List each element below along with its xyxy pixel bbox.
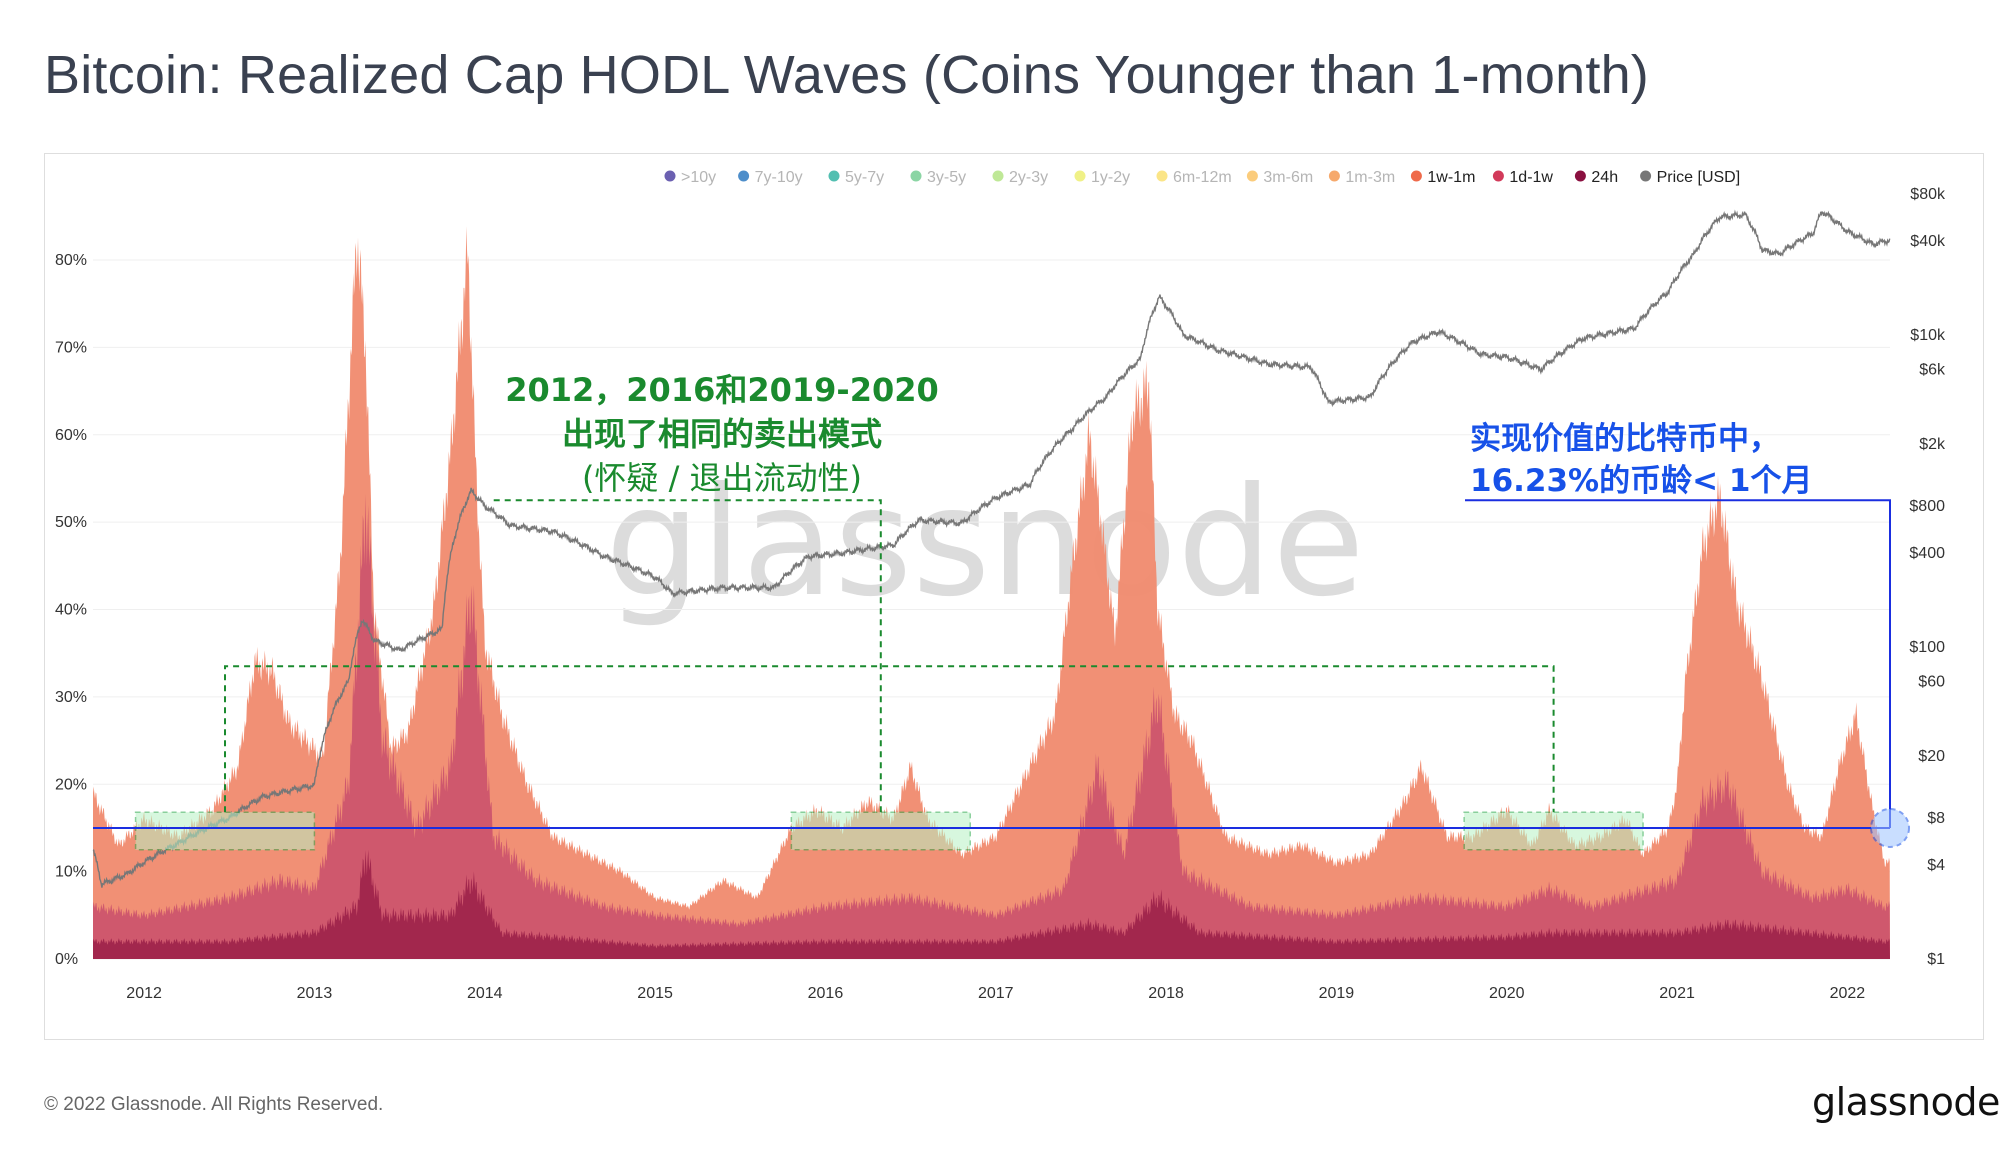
x-tick: 2013: [297, 985, 333, 1002]
y-tick-left: 10%: [55, 864, 87, 881]
y-tick-left: 70%: [55, 339, 87, 356]
legend-swatch: [1410, 170, 1422, 182]
y-tick-right: $40k: [1910, 233, 1946, 250]
legend-label: 6m-12m: [1173, 169, 1232, 186]
legend-item-3m6m[interactable]: 3m-6m: [1246, 169, 1313, 186]
legend-swatch: [828, 170, 840, 182]
legend-item-priceusd[interactable]: Price [USD]: [1640, 169, 1740, 186]
legend-swatch: [1074, 170, 1086, 182]
y-tick-left: 30%: [55, 689, 87, 706]
legend-label: Price [USD]: [1657, 169, 1741, 186]
annotation-line-2: 出现了相同的卖出模式: [561, 415, 882, 453]
y-tick-right: $4: [1927, 857, 1945, 874]
x-tick: 2016: [808, 985, 844, 1002]
legend-item-1w1m[interactable]: 1w-1m: [1410, 169, 1476, 186]
y-tick-right: $60: [1918, 674, 1945, 691]
legend-label: 2y-3y: [1009, 169, 1048, 186]
y-tick-right: $1: [1927, 951, 1945, 968]
y-tick-right: $800: [1909, 498, 1945, 515]
x-tick: 2014: [467, 985, 503, 1002]
price-line: [92, 209, 1891, 888]
legend-item-7y10y[interactable]: 7y-10y: [738, 169, 803, 186]
current-value-marker: [1870, 807, 1910, 848]
sell-pattern-box: [790, 811, 971, 851]
y-tick-right: $100: [1909, 639, 1945, 656]
sell-pattern-box: [1463, 811, 1644, 851]
legend-item-10y[interactable]: >10y: [664, 169, 717, 186]
legend-swatch: [1492, 170, 1504, 182]
legend-label: 1w-1m: [1427, 169, 1475, 186]
x-tick: 2012: [126, 985, 162, 1002]
legend-item-24h[interactable]: 24h: [1574, 169, 1618, 186]
legend-swatch: [1640, 170, 1652, 182]
annotation-line-1: 实现价值的比特币中，: [1470, 421, 1780, 457]
legend-label: 5y-7y: [845, 169, 884, 186]
y-tick-right: $8: [1927, 810, 1945, 827]
legend-item-1m3m[interactable]: 1m-3m: [1328, 169, 1395, 186]
legend-label: >10y: [681, 169, 716, 186]
annotation-connector: [490, 499, 882, 813]
y-tick-right: $20: [1918, 748, 1945, 765]
legend-label: 3m-6m: [1263, 169, 1313, 186]
realized-value-annotation: 实现价值的比特币中， 16.23%的币龄< 1个月: [1470, 418, 1890, 502]
legend-item-2y3y[interactable]: 2y-3y: [992, 169, 1049, 186]
legend-label: 1m-3m: [1345, 169, 1395, 186]
area-series-24h: [93, 849, 1890, 959]
legend-label: 24h: [1591, 169, 1618, 186]
legend-swatch: [1156, 170, 1168, 182]
x-tick: 2022: [1830, 985, 1866, 1002]
annotation-line-1: 2012，2016和2019-2020: [505, 371, 939, 409]
legend-swatch: [1246, 170, 1258, 182]
legend-label: 7y-10y: [755, 169, 803, 186]
legend-label: 3y-5y: [927, 169, 966, 186]
x-tick: 2017: [978, 985, 1014, 1002]
legend-swatch: [1574, 170, 1586, 182]
x-tick: 2015: [637, 985, 673, 1002]
x-tick: 2019: [1319, 985, 1355, 1002]
y-tick-left: 40%: [55, 602, 87, 619]
legend-swatch: [992, 170, 1004, 182]
x-tick: 2018: [1148, 985, 1184, 1002]
legend-swatch: [910, 170, 922, 182]
legend-item-5y7y[interactable]: 5y-7y: [828, 169, 885, 186]
copyright: © 2022 Glassnode. All Rights Reserved.: [44, 1094, 384, 1115]
y-tick-left: 20%: [55, 776, 87, 793]
chart: glassnode 80% 70% 60% 50% 40% 30% 20% 10% 0% $80k…: [55, 169, 1946, 1002]
y-tick-right: $10k: [1910, 327, 1946, 344]
sell-pattern-annotation: 2012，2016和2019-2020 出现了相同的卖出模式 (怀疑 / 退出流…: [482, 368, 962, 500]
legend-swatch: [664, 170, 676, 182]
page-title: Bitcoin: Realized Cap HODL Waves (Coins …: [44, 45, 1649, 105]
legend-swatch: [738, 170, 750, 182]
y-tick-left: 0%: [55, 951, 78, 968]
y-tick-right: $80k: [1910, 186, 1946, 203]
sell-pattern-box: [134, 811, 316, 851]
x-tick: 2020: [1489, 985, 1525, 1002]
legend-item-3y5y[interactable]: 3y-5y: [910, 169, 967, 186]
legend-item-1y2y[interactable]: 1y-2y: [1074, 169, 1131, 186]
legend-label: 1d-1w: [1509, 169, 1553, 186]
area-series-1d-1w: [93, 494, 1890, 959]
y-tick-left: 80%: [55, 252, 87, 269]
y-tick-right: $2k: [1919, 436, 1946, 453]
chart-frame: glassnode 80% 70% 60% 50% 40% 30% 20% 10% 0% $80k…: [44, 153, 1984, 1040]
legend-item-1d1w[interactable]: 1d-1w: [1492, 169, 1554, 186]
y-tick-right: $400: [1909, 545, 1945, 562]
reference-connector: [1465, 499, 1891, 828]
x-tick: 2021: [1659, 985, 1695, 1002]
y-tick-left: 60%: [55, 427, 87, 444]
legend-swatch: [1328, 170, 1340, 182]
watermark: glassnode: [605, 456, 1364, 630]
legend-item-6m12m[interactable]: 6m-12m: [1156, 169, 1232, 186]
glassnode-logo[interactable]: glassnode: [1812, 1080, 2000, 1124]
legend-label: 1y-2y: [1091, 169, 1130, 186]
y-tick-left: 50%: [55, 514, 87, 531]
annotation-line-3: (怀疑 / 退出流动性): [581, 459, 863, 497]
y-tick-right: $6k: [1919, 362, 1946, 379]
annotation-line-2: 16.23%的币龄< 1个月: [1470, 463, 1813, 499]
